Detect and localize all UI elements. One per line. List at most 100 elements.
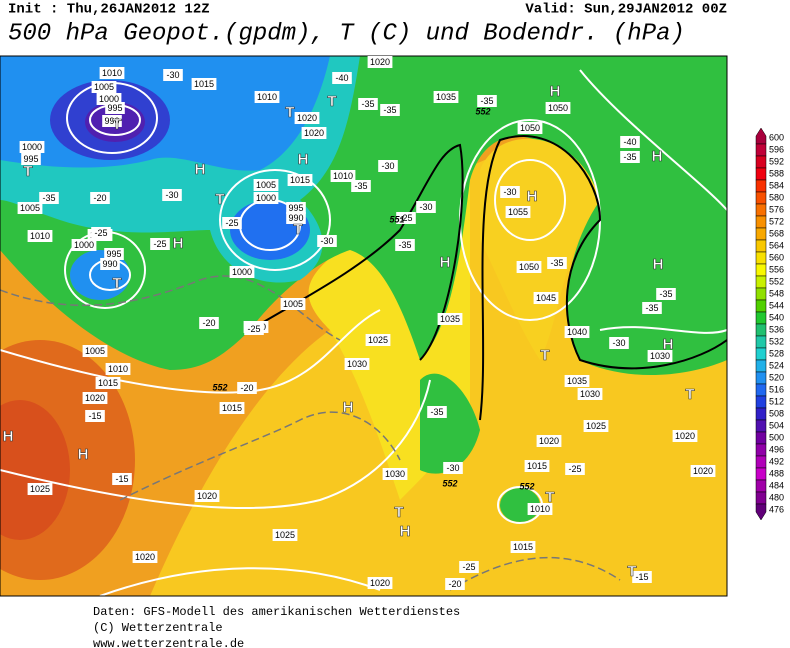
pressure-center: H — [653, 256, 664, 273]
isobar-label-box — [533, 292, 559, 304]
isobar-label-box — [527, 503, 553, 515]
colorbar-label: 568 — [769, 228, 784, 238]
isobar-label: 1050 — [519, 262, 539, 272]
colorbar-cell — [755, 191, 767, 205]
temperature-label-box — [351, 180, 371, 192]
isobar-label-box — [191, 78, 217, 90]
isobar-label: 1020 — [370, 578, 390, 588]
colorbar-cell — [755, 323, 767, 337]
isobar-label: 1000 — [22, 142, 42, 152]
isobar-label-box — [301, 127, 327, 139]
colorbar-cell — [755, 127, 767, 145]
isobar-label-box — [95, 377, 121, 389]
isobar-label: 1010 — [257, 92, 277, 102]
temperature-label-box — [332, 72, 352, 84]
isobar-label: 1010 — [30, 231, 50, 241]
isobar-label-box — [19, 141, 45, 153]
temperature-label-box — [620, 151, 640, 163]
isobar-label-box — [82, 392, 108, 404]
isobar-label-box — [545, 102, 571, 114]
pressure-center: T — [685, 386, 694, 403]
isobar-label: 1035 — [440, 314, 460, 324]
temperature-label: -35 — [398, 240, 411, 250]
temperature-label-box — [199, 317, 219, 329]
isobar-label: 1040 — [567, 327, 587, 337]
isobar-label-box — [104, 248, 124, 260]
colorbar-cell — [755, 395, 767, 409]
colorbar-label: 484 — [769, 480, 784, 490]
map-frame — [0, 55, 728, 597]
temperature-label-box — [565, 463, 585, 475]
temperature-label-box — [620, 136, 640, 148]
pressure-center: T — [394, 504, 403, 521]
isobar-label-box — [505, 206, 531, 218]
isobar-label: 990 — [104, 116, 119, 126]
isobar-label: 1025 — [586, 421, 606, 431]
temperature-label-box — [112, 473, 132, 485]
isobar-label-box — [286, 202, 306, 214]
pressure-center: H — [195, 161, 206, 178]
pressure-center: T — [627, 563, 636, 580]
pressure-center: H — [652, 148, 663, 165]
pressure-center: H — [400, 523, 411, 540]
temperature-label: -30 — [320, 236, 333, 246]
isobar-label: 1020 — [370, 57, 390, 67]
isobar-label: 995 — [107, 103, 122, 113]
temperature-label-box — [547, 257, 567, 269]
colorbar-label: 540 — [769, 312, 784, 322]
isobar-label-box — [105, 102, 125, 114]
temperature-label-box — [642, 302, 662, 314]
pressure-center: T — [327, 93, 336, 110]
pressure-center: T — [293, 221, 302, 238]
temperature-label: -30 — [503, 187, 516, 197]
colorbar-cell — [755, 215, 767, 229]
temperature-label-box — [395, 239, 415, 251]
isobar-label: 1055 — [508, 207, 528, 217]
colorbar-label: 580 — [769, 192, 784, 202]
temperature-label-box — [459, 561, 479, 573]
isobar-label-box — [272, 529, 298, 541]
colorbar-cell — [755, 455, 767, 469]
temperature-label-box — [656, 288, 676, 300]
isobar-label-box — [71, 239, 97, 251]
isobar-label-box — [536, 435, 562, 447]
isobar-label: 1020 — [693, 466, 713, 476]
temperature-label-box — [380, 104, 400, 116]
colorbar-cell — [755, 431, 767, 445]
temperature-label-box — [358, 98, 378, 110]
temperature-label-box — [317, 235, 337, 247]
isobar-label-box — [27, 230, 53, 242]
temperature-label: -30 — [446, 463, 459, 473]
temperature-label: -35 — [361, 99, 374, 109]
colorbar-label: 524 — [769, 360, 784, 370]
isobar-label-box — [690, 465, 716, 477]
colorbar-label: 528 — [769, 348, 784, 358]
isobar-label: 1015 — [290, 175, 310, 185]
pressure-center: H — [173, 235, 184, 252]
temperature-label-box — [632, 571, 652, 583]
colorbar-cell — [755, 359, 767, 373]
temperature-label: -25 — [247, 324, 260, 334]
isobar-label-box — [132, 551, 158, 563]
colorbar-label: 516 — [769, 384, 784, 394]
isobar-label: 990 — [288, 213, 303, 223]
geopotential-label: 551 — [389, 214, 404, 224]
isobar-label: 1005 — [283, 299, 303, 309]
isobar-label: 1015 — [98, 378, 118, 388]
footer-data-source: Daten: GFS-Modell des amerikanischen Wet… — [93, 605, 460, 619]
isobar-label-box — [229, 266, 255, 278]
colorbar-label: 596 — [769, 144, 784, 154]
isobar-label: 1020 — [135, 552, 155, 562]
isobar-label-box — [382, 468, 408, 480]
temperature-label: -20 — [240, 383, 253, 393]
isobar-label-box — [510, 541, 536, 553]
pressure-center: T — [215, 191, 224, 208]
colorbar-label: 572 — [769, 216, 784, 226]
temperature-label: -15 — [115, 474, 128, 484]
isobar-label-box — [365, 334, 391, 346]
temperature-label: -30 — [165, 190, 178, 200]
isobar-label-box — [516, 261, 542, 273]
isobar-label: 1010 — [108, 364, 128, 374]
colorbar-label: 600 — [769, 132, 784, 142]
temperature-label: -35 — [383, 105, 396, 115]
